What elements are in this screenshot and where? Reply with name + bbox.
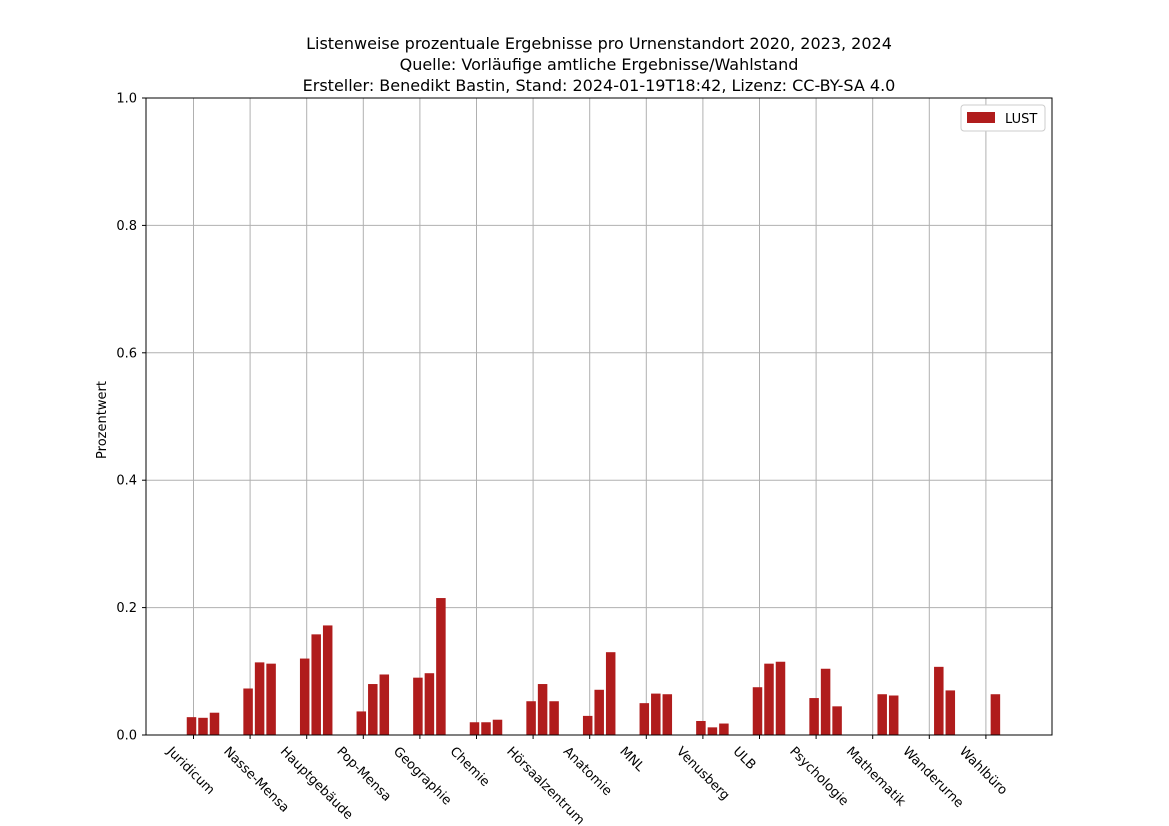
bar — [299, 658, 310, 735]
bar — [243, 688, 253, 735]
bar — [266, 663, 276, 735]
y-tick-label: 1.0 — [116, 92, 137, 107]
chart-title: Listenweise prozentuale Ergebnisse pro U… — [303, 34, 896, 95]
bar — [254, 662, 265, 735]
bar — [492, 719, 503, 735]
bar — [764, 663, 774, 735]
bar — [820, 668, 831, 735]
title-line-1: Listenweise prozentuale Ergebnisse pro U… — [306, 34, 892, 53]
x-tick-label: Juridicum — [163, 744, 217, 798]
x-tick-label: Venusberg — [673, 744, 732, 803]
bar — [719, 723, 729, 735]
x-axis: Juridicum Nasse-MensaHauptgebäudePop-Mens… — [163, 735, 1010, 826]
x-tick-label: Mathematik — [843, 744, 909, 810]
title-line-3: Ersteller: Benedikt Bastin, Stand: 2024-… — [303, 76, 896, 95]
bar — [582, 715, 593, 735]
bar — [832, 706, 842, 735]
bar — [605, 652, 616, 735]
bar — [775, 661, 786, 735]
y-tick-label: 0.0 — [116, 729, 137, 744]
x-tick-label: MNL — [616, 744, 647, 775]
bar — [368, 684, 378, 735]
x-tick-label: Geographie — [390, 744, 454, 808]
y-axis: 0.0 0.2 0.4 0.6 0.8 1.0 — [116, 92, 146, 744]
bar — [379, 674, 390, 735]
grid-lines — [146, 98, 1052, 735]
bar — [537, 684, 548, 735]
x-tick-label: Pop-Mensa — [333, 744, 393, 804]
bar — [662, 694, 673, 735]
y-tick-label: 0.6 — [116, 346, 137, 361]
bar — [934, 666, 944, 735]
bar — [594, 689, 604, 735]
legend-label: LUST — [1005, 112, 1037, 127]
x-tick-label: ULB — [730, 744, 759, 773]
bar — [877, 694, 887, 735]
bar — [888, 695, 899, 735]
bar — [945, 690, 956, 735]
bar — [424, 673, 435, 735]
legend-swatch — [967, 112, 995, 123]
y-axis-label: Prozentwert — [95, 381, 110, 459]
bar — [696, 720, 706, 735]
y-tick-label: 0.8 — [116, 219, 137, 234]
bar — [809, 698, 819, 735]
y-tick-label: 0.4 — [116, 474, 137, 489]
x-tick-label: Chemie — [447, 744, 493, 790]
bar — [707, 727, 718, 735]
bar — [549, 701, 559, 735]
plot-frame — [145, 97, 1053, 736]
bar — [209, 712, 220, 735]
bar — [526, 701, 536, 735]
bar — [322, 625, 333, 735]
bar — [413, 677, 423, 735]
bar — [198, 717, 208, 735]
bar — [436, 598, 446, 735]
legend-box — [960, 104, 1046, 132]
x-tick-label: Wahlbüro — [956, 744, 1010, 798]
bar — [356, 711, 367, 735]
x-tick-label: Psychologie — [786, 744, 851, 809]
bar — [752, 687, 763, 735]
y-tick-label: 0.2 — [116, 601, 137, 616]
bar — [481, 722, 491, 735]
bar — [469, 722, 480, 735]
bar — [651, 693, 661, 735]
bar — [311, 634, 321, 735]
legend[interactable]: LUST — [960, 104, 1046, 132]
bar — [990, 694, 1001, 735]
x-tick-label: Anatomie — [560, 744, 615, 799]
bar — [186, 717, 197, 735]
title-line-2: Quelle: Vorläufige amtliche Ergebnisse/W… — [400, 55, 799, 74]
bar — [639, 703, 650, 735]
bars — [186, 598, 1001, 735]
